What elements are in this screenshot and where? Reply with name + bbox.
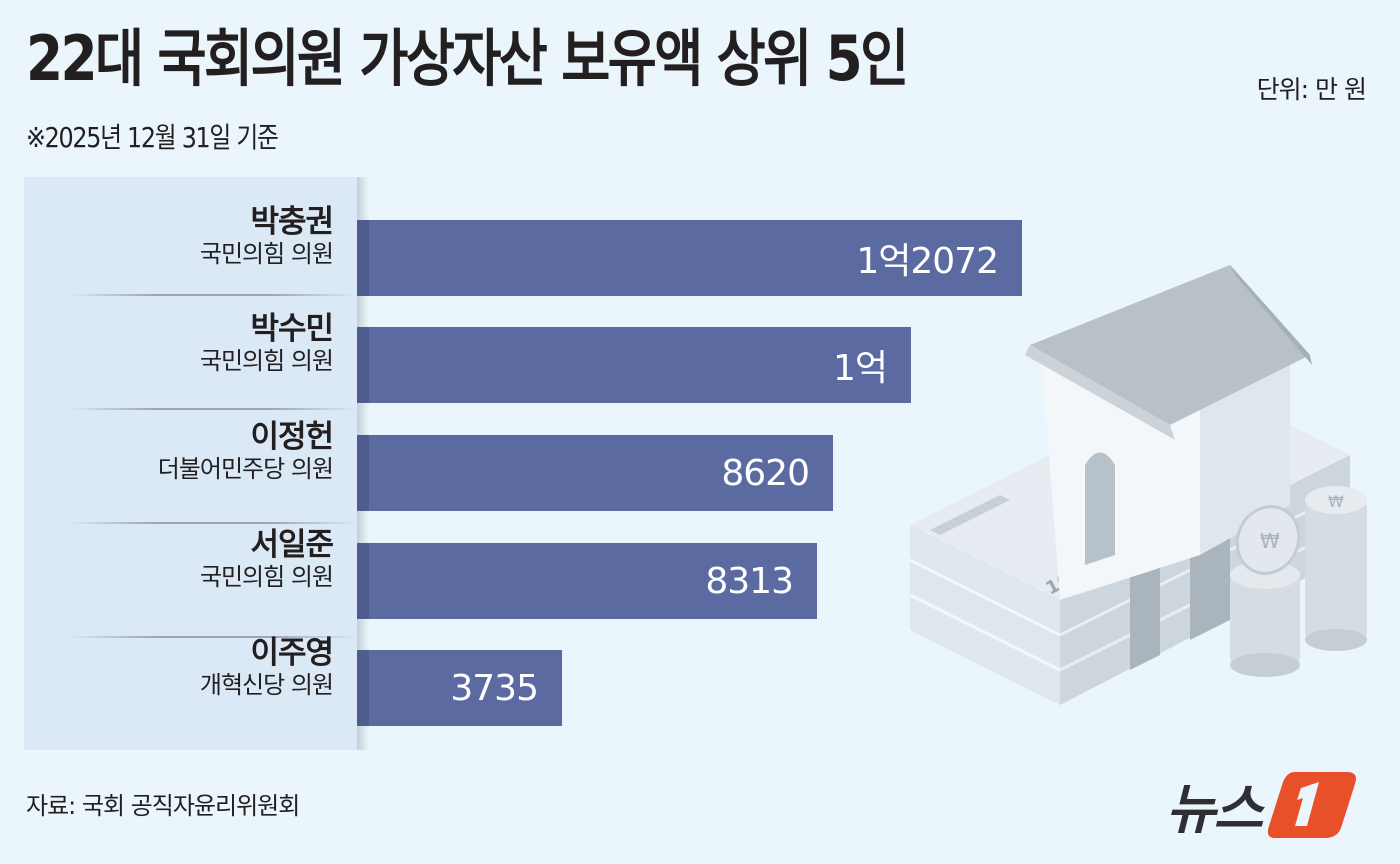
- bar-value-label: 8313: [705, 560, 794, 602]
- row-label: 박충권 국민의힘 의원: [24, 177, 357, 284]
- bar-value-label: 8620: [721, 452, 810, 494]
- row-divider: [68, 522, 358, 524]
- bar: 3735: [357, 650, 562, 726]
- house-money-illustration: 10000 ₩ ₩: [909, 265, 1367, 705]
- won-symbol: ₩: [1260, 529, 1280, 553]
- member-name: 이주영: [250, 635, 334, 671]
- member-name: 서일준: [250, 527, 334, 563]
- chart-subtitle: ※2025년 12월 31일 기준: [26, 121, 279, 154]
- news1-logo-icon: [1268, 772, 1357, 838]
- bar-value-label: 1억2072: [856, 241, 999, 282]
- logo-text: 뉴스: [1166, 777, 1263, 841]
- bar-value-label: 3735: [450, 667, 539, 709]
- member-party: 국민의힘 의원: [199, 347, 334, 375]
- bar: 8620: [357, 435, 833, 511]
- news1-logo: 뉴스: [1166, 764, 1376, 844]
- row-divider: [68, 636, 358, 638]
- row-label: 서일준 국민의힘 의원: [24, 500, 357, 607]
- bar-value-label: 1억: [832, 348, 888, 389]
- unit-label: 단위: 만 원: [1256, 75, 1367, 104]
- row-label: 이정헌 더불어민주당 의원: [24, 392, 357, 499]
- coin-stack-icon: ₩ ₩: [1230, 486, 1367, 677]
- member-party: 개혁신당 의원: [199, 671, 334, 699]
- member-name: 박수민: [250, 311, 334, 347]
- row-divider: [68, 294, 358, 296]
- row-label: 이주영 개혁신당 의원: [24, 608, 357, 715]
- won-symbol: ₩: [1328, 492, 1344, 511]
- member-name: 박충권: [250, 204, 334, 240]
- member-name: 이정헌: [250, 419, 334, 455]
- member-party: 더불어민주당 의원: [157, 455, 334, 483]
- row-divider: [68, 408, 358, 410]
- source-note: 자료: 국회 공직자윤리위원회: [26, 792, 300, 820]
- member-party: 국민의힘 의원: [199, 563, 334, 591]
- label-panel: 박충권 국민의힘 의원 박수민 국민의힘 의원 이정헌 더불어민주당 의원 서일…: [24, 177, 369, 750]
- chart-title: 22대 국회의원 가상자산 보유액 상위 5인: [26, 22, 909, 95]
- bar: 1억2072: [357, 220, 1022, 296]
- bar: 8313: [357, 543, 817, 619]
- row-label: 박수민 국민의힘 의원: [24, 284, 357, 391]
- bar: 1억: [357, 327, 911, 403]
- member-party: 국민의힘 의원: [199, 240, 334, 268]
